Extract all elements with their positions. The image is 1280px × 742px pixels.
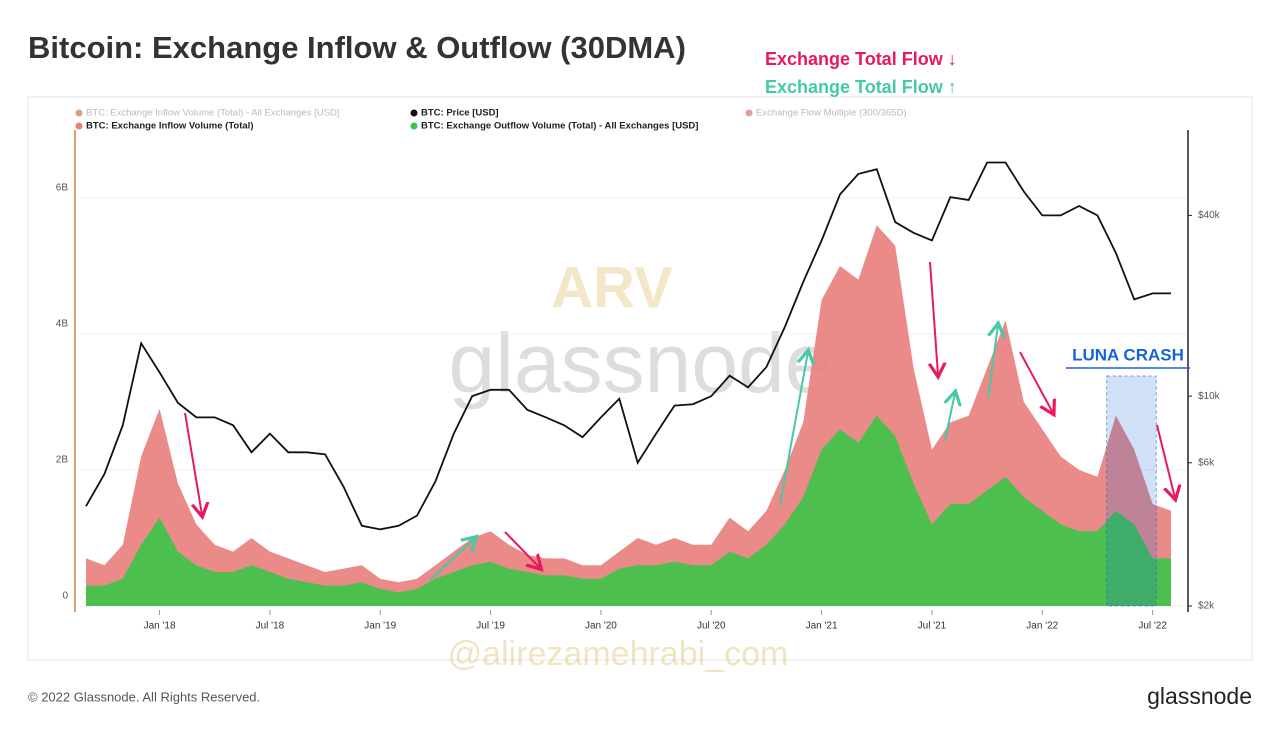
arrow bbox=[1156, 424, 1175, 498]
legend-label: BTC: Price [USD] bbox=[421, 108, 499, 119]
watermark: glassnode bbox=[449, 316, 832, 410]
y2-tick-label: $6k bbox=[1198, 457, 1215, 468]
x-tick-label: Jan '21 bbox=[806, 621, 838, 632]
arrow bbox=[184, 412, 202, 515]
highlight-label: LUNA CRASH bbox=[1072, 345, 1184, 364]
x-tick-label: Jul '21 bbox=[918, 621, 947, 632]
y2-tick-label: $2k bbox=[1198, 601, 1215, 612]
x-tick-label: Jul '20 bbox=[697, 621, 726, 632]
legend-marker bbox=[410, 122, 418, 130]
x-tick-label: Jul '19 bbox=[476, 621, 505, 632]
legend-marker bbox=[75, 122, 83, 130]
y-tick-label: 2B bbox=[56, 455, 69, 466]
chart-title: Bitcoin: Exchange Inflow & Outflow (30DM… bbox=[28, 30, 686, 65]
arrows bbox=[184, 261, 1175, 581]
arrow bbox=[987, 325, 998, 399]
x-tick-label: Jul '18 bbox=[256, 621, 285, 632]
x-tick-label: Jan '19 bbox=[364, 621, 396, 632]
annotation: Exchange Total Flow ↓ bbox=[765, 49, 957, 69]
legend-marker bbox=[410, 109, 418, 117]
arrow bbox=[779, 352, 808, 506]
y-tick-label: 4B bbox=[56, 319, 69, 330]
legend-label: BTC: Exchange Inflow Volume (Total) bbox=[86, 121, 253, 132]
x-tick-label: Jan '20 bbox=[585, 621, 617, 632]
highlight-region bbox=[1106, 375, 1157, 607]
area bbox=[86, 415, 1172, 606]
arrow bbox=[930, 261, 938, 375]
arrow bbox=[1019, 351, 1053, 413]
logo: glassnode bbox=[1147, 683, 1252, 709]
legend-marker bbox=[75, 109, 83, 117]
arrow bbox=[429, 538, 475, 581]
x-tick-label: Jan '18 bbox=[144, 621, 176, 632]
watermark: ARV bbox=[551, 255, 673, 320]
arrow bbox=[945, 393, 955, 441]
x-tick-label: Jul '22 bbox=[1138, 621, 1167, 632]
annotation: Exchange Total Flow ↑ bbox=[765, 77, 957, 97]
watermark: @alirezamehrabi_com bbox=[448, 635, 789, 673]
legend-label: Exchange Flow Multiple (300/365D) bbox=[756, 108, 907, 119]
y-tick-label: 0 bbox=[62, 591, 68, 602]
x-tick-label: Jan '22 bbox=[1026, 621, 1058, 632]
arrow bbox=[504, 531, 540, 568]
footer: © 2022 Glassnode. All Rights Reserved. bbox=[28, 689, 260, 704]
y-tick-label: 6B bbox=[56, 183, 69, 194]
legend-label: BTC: Exchange Inflow Volume (Total) - Al… bbox=[86, 108, 339, 119]
legend-label: BTC: Exchange Outflow Volume (Total) - A… bbox=[421, 121, 698, 132]
y2-tick-label: $10k bbox=[1198, 391, 1221, 402]
legend-marker bbox=[745, 109, 753, 117]
price-line bbox=[85, 161, 1172, 531]
y2-tick-label: $40k bbox=[1198, 210, 1221, 221]
